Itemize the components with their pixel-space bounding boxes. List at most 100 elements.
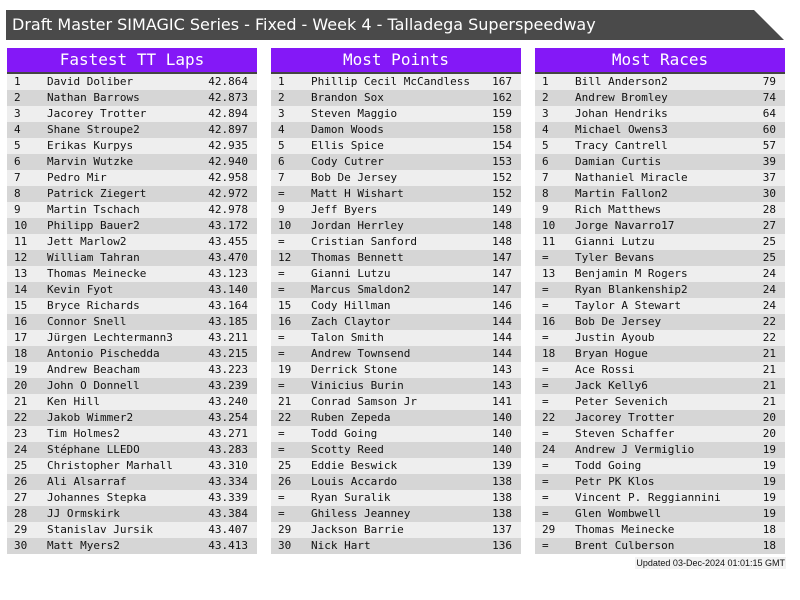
driver-name-cell: Andrew Townsend <box>311 347 411 360</box>
rank-cell: 14 <box>14 283 28 296</box>
driver-name-cell: Cody Cutrer <box>311 155 384 168</box>
value-cell: 24 <box>762 299 776 312</box>
table-row: 4 Shane Stroupe2 42.897 <box>7 122 257 138</box>
driver-name-cell: Cristian Sanford <box>311 235 417 248</box>
table-row: = Vincent P. Reggiannini 19 <box>535 490 785 506</box>
driver-name-cell: Nick Hart <box>311 539 371 552</box>
driver-name-cell: Patrick Ziegert <box>47 187 147 200</box>
rank-cell: 13 <box>542 267 556 280</box>
table-row: = Steven Schaffer 20 <box>535 426 785 442</box>
driver-name-cell: Antonio Pischedda <box>47 347 160 360</box>
driver-name-cell: Pedro Mir <box>47 171 107 184</box>
table-row: 16 Connor Snell 43.185 <box>7 314 257 330</box>
driver-name-cell: Scotty Reed <box>311 443 384 456</box>
rank-cell: 11 <box>14 235 28 248</box>
value-cell: 167 <box>492 75 512 88</box>
rank-cell: 23 <box>14 427 28 440</box>
rank-cell: = <box>278 235 285 248</box>
table-row: 7 Bob De Jersey 152 <box>271 170 521 186</box>
rank-cell: 16 <box>278 315 292 328</box>
rank-cell: = <box>278 331 285 344</box>
driver-name-cell: Ryan Suralik <box>311 491 391 504</box>
value-cell: 43.334 <box>208 475 248 488</box>
table-body: 1 David Doliber 42.864 2 Nathan Barrows 42.87… <box>7 74 257 554</box>
value-cell: 43.185 <box>208 315 248 328</box>
value-cell: 25 <box>762 251 776 264</box>
rank-cell: = <box>278 427 285 440</box>
value-cell: 154 <box>492 139 512 152</box>
table-row: 22 Ruben Zepeda 140 <box>271 410 521 426</box>
table-row: 16 Zach Claytor 144 <box>271 314 521 330</box>
rank-cell: 21 <box>14 395 28 408</box>
table-row: 21 Conrad Samson Jr 141 <box>271 394 521 410</box>
table-row: 8 Martin Fallon2 30 <box>535 186 785 202</box>
value-cell: 136 <box>492 539 512 552</box>
driver-name-cell: Zach Claytor <box>311 315 391 328</box>
table-row: 18 Antonio Pischedda 43.215 <box>7 346 257 362</box>
rank-cell: 10 <box>542 219 556 232</box>
rank-cell: 9 <box>542 203 549 216</box>
driver-name-cell: Jeff Byers <box>311 203 378 216</box>
rank-cell: 26 <box>14 475 28 488</box>
value-cell: 28 <box>762 203 776 216</box>
driver-name-cell: Louis Accardo <box>311 475 398 488</box>
value-cell: 149 <box>492 203 512 216</box>
driver-name-cell: Johannes Stepka <box>47 491 147 504</box>
rank-cell: 5 <box>14 139 21 152</box>
rank-cell: = <box>542 363 549 376</box>
driver-name-cell: Andrew J Vermiglio <box>575 443 695 456</box>
table-row: = Gianni Lutzu 147 <box>271 266 521 282</box>
driver-name-cell: Connor Snell <box>47 315 127 328</box>
rank-cell: = <box>542 491 549 504</box>
table-title: Most Points <box>271 48 521 74</box>
driver-name-cell: Johan Hendriks <box>575 107 668 120</box>
table-row: 9 Jeff Byers 149 <box>271 202 521 218</box>
table-row: 29 Stanislav Jursik 43.407 <box>7 522 257 538</box>
rank-cell: = <box>542 475 549 488</box>
rank-cell: 3 <box>14 107 21 120</box>
rank-cell: = <box>542 251 549 264</box>
table-row: 10 Philipp Bauer2 43.172 <box>7 218 257 234</box>
driver-name-cell: Bryce Richards <box>47 299 140 312</box>
rank-cell: 30 <box>14 539 28 552</box>
table-row: = Matt H Wishart 152 <box>271 186 521 202</box>
rank-cell: 1 <box>542 75 549 88</box>
table-row: 11 Jett Marlow2 43.455 <box>7 234 257 250</box>
driver-name-cell: Jett Marlow2 <box>47 235 127 248</box>
table-row: 17 Jürgen Lechtermann3 43.211 <box>7 330 257 346</box>
driver-name-cell: Ellis Spice <box>311 139 384 152</box>
value-cell: 43.211 <box>208 331 248 344</box>
value-cell: 138 <box>492 507 512 520</box>
table-row: 2 Andrew Bromley 74 <box>535 90 785 106</box>
rank-cell: 20 <box>14 379 28 392</box>
rank-cell: 7 <box>14 171 21 184</box>
rank-cell: = <box>278 267 285 280</box>
table-row: 29 Jackson Barrie 137 <box>271 522 521 538</box>
driver-name-cell: Matt H Wishart <box>311 187 404 200</box>
value-cell: 74 <box>762 91 776 104</box>
rank-cell: 2 <box>542 91 549 104</box>
rank-cell: 18 <box>542 347 556 360</box>
driver-name-cell: Thomas Bennett <box>311 251 404 264</box>
driver-name-cell: Tracy Cantrell <box>575 139 668 152</box>
rank-cell: = <box>278 187 285 200</box>
rank-cell: = <box>542 459 549 472</box>
value-cell: 43.413 <box>208 539 248 552</box>
driver-name-cell: Tyler Bevans <box>575 251 655 264</box>
driver-name-cell: Talon Smith <box>311 331 384 344</box>
rank-cell: 10 <box>14 219 28 232</box>
driver-name-cell: Petr PK Klos <box>575 475 655 488</box>
rank-cell: 9 <box>278 203 285 216</box>
table-row: = Peter Sevenich 21 <box>535 394 785 410</box>
table-body: 1 Bill Anderson2 79 2 Andrew Bromley 74 3 Johan… <box>535 74 785 554</box>
rank-cell: 7 <box>278 171 285 184</box>
value-cell: 148 <box>492 219 512 232</box>
rank-cell: 4 <box>14 123 21 136</box>
rank-cell: 21 <box>278 395 292 408</box>
table-row: 6 Cody Cutrer 153 <box>271 154 521 170</box>
table-row: 30 Matt Myers2 43.413 <box>7 538 257 554</box>
value-cell: 24 <box>762 283 776 296</box>
rank-cell: = <box>278 379 285 392</box>
value-cell: 43.384 <box>208 507 248 520</box>
table-row: 3 Johan Hendriks 64 <box>535 106 785 122</box>
